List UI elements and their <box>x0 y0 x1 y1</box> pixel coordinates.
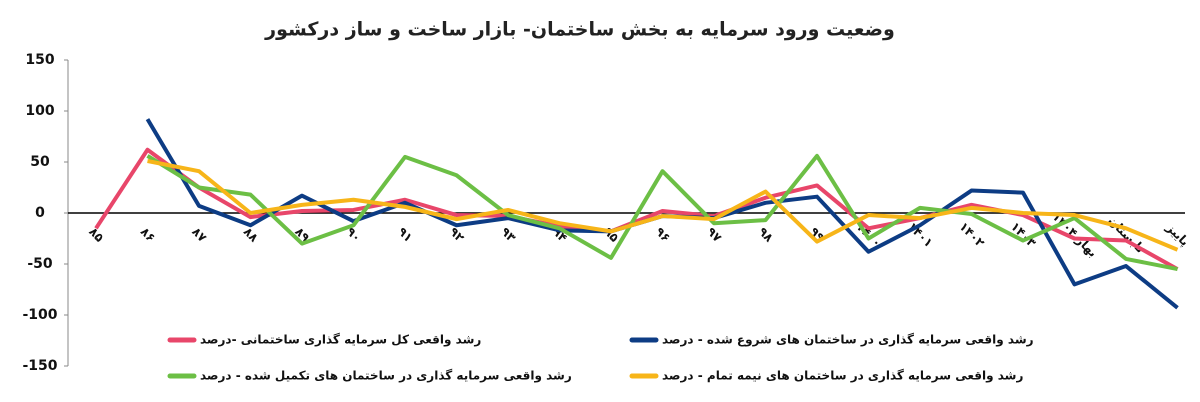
y-tick-label: 150 <box>25 52 54 68</box>
x-tick-label: ۹۶ <box>653 225 673 245</box>
x-tick-label: ۹۸ <box>756 225 777 246</box>
x-tick-label: ۱۴۰۲ <box>957 219 988 250</box>
x-tick-label: ۸۶ <box>138 225 158 245</box>
y-tick-label: 100 <box>25 103 54 119</box>
x-tick-label: ۹۱ <box>395 225 415 245</box>
series-line <box>146 153 1178 272</box>
chart-title: وضعیت ورود سرمایه به بخش ساختمان- بازار … <box>264 19 895 41</box>
legend-label: رشد واقعی سرمایه گذاری در ساختمان های نی… <box>662 369 1023 384</box>
series-line <box>147 159 1179 252</box>
y-tick-label: -150 <box>22 358 57 374</box>
y-tick-label: 0 <box>35 205 45 221</box>
x-tick-label: ۹۷ <box>704 225 725 246</box>
x-tick-label: ۸۸ <box>241 225 262 246</box>
x-tick-label: ۸۷ <box>189 225 210 246</box>
y-tick-label: 50 <box>30 154 50 170</box>
series-line <box>94 147 1179 271</box>
legend-label: رشد واقعی کل سرمایه گذاری ساختمانی -درصد <box>200 333 481 348</box>
x-tick-label: ۹۳ <box>498 225 519 246</box>
x-tick-label: ۹۲ <box>447 225 468 246</box>
y-tick-label: -50 <box>27 256 53 272</box>
legend-label: رشد واقعی سرمایه گذاری در ساختمان های تک… <box>200 369 572 384</box>
legend-label: رشد واقعی سرمایه گذاری در ساختمان های شر… <box>662 333 1034 348</box>
y-tick-label: -100 <box>22 307 57 323</box>
